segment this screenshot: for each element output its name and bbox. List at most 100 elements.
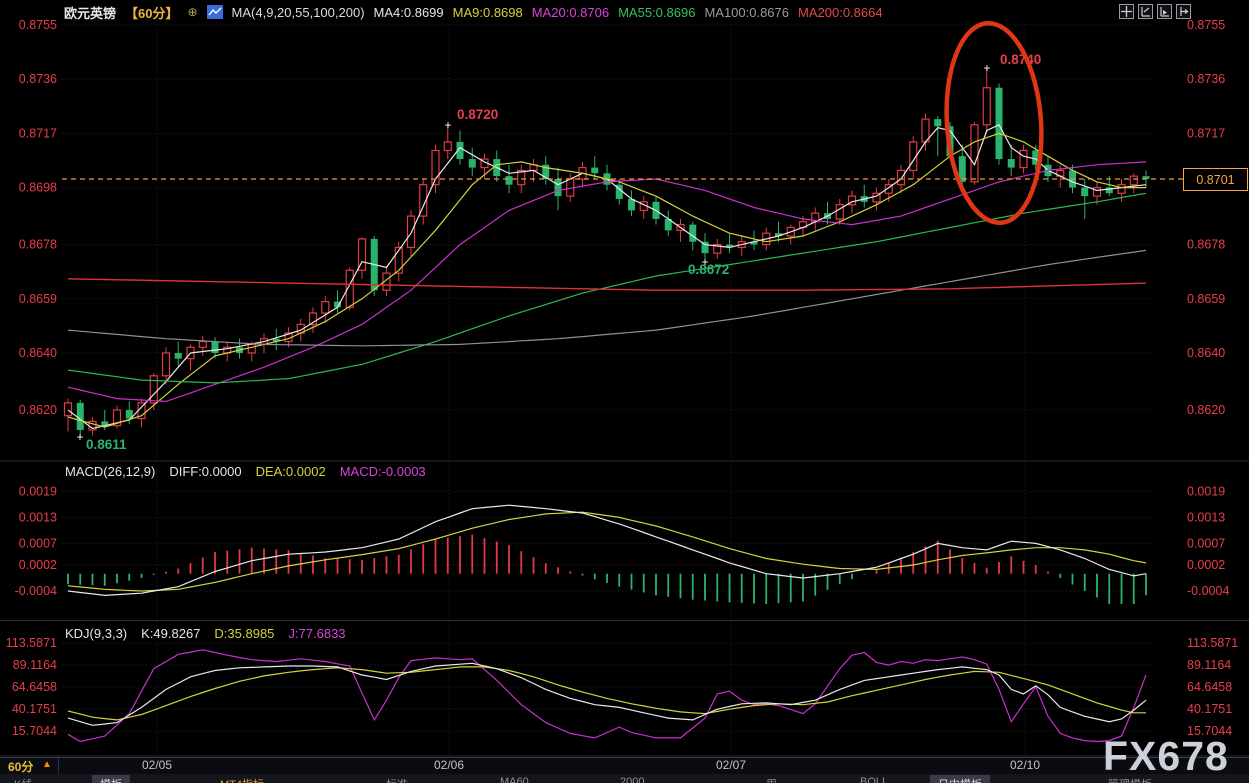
macd-panel-header: MACD(26,12,9) DIFF:0.0000 DEA:0.0002 MAC… [65,464,426,479]
macd-hist-value: MACD:-0.0003 [339,464,426,479]
candle-body [542,164,550,179]
kdj-k-line [67,662,1147,726]
axis-price-label: 113.5871 [1187,636,1238,650]
time-axis[interactable]: 60分 ▲ 02/05 02/06 02/07 02/10 [0,757,1249,775]
axis-price-label: 0.0007 [1187,536,1225,550]
candle-body [1032,150,1040,165]
axis-price-label: 0.8659 [19,292,57,306]
macd-diff-value: DIFF:0.0000 [169,464,242,479]
kdj-d-line [67,666,1146,721]
axis-price-label: 0.8620 [19,403,57,417]
toolbar-item[interactable]: 模板 [92,775,130,783]
candle-body [101,421,109,426]
axis-price-label: 113.5871 [6,636,57,650]
kdj-panel-header: KDJ(9,3,3) K:49.8267 D:35.8985 J:77.6833 [65,626,346,641]
candle-body [726,244,733,248]
candle-body [1092,186,1102,197]
axis-price-label: 0.0013 [1187,510,1225,524]
axis-price-label: 64.6458 [1187,680,1232,694]
candle-body [995,87,1003,160]
axis-zoom-icon[interactable] [1138,4,1153,19]
extreme-marker: + [701,255,708,269]
candle-body [982,87,991,126]
axis-price-label: 0.8736 [1187,72,1225,86]
axis-price-label: 64.6458 [12,680,57,694]
toolbar-item[interactable]: BOLL [860,776,889,783]
candle-body [554,178,562,197]
candle-body [958,156,966,182]
ma-settings-label[interactable]: MA(4,9,20,55,100,200) [231,4,365,20]
axis-price-label: 0.8717 [1187,126,1225,140]
watermark: FX678 [1103,733,1229,779]
price-extreme-label: 0.8740 [1000,52,1041,67]
candle-body [125,409,133,419]
candle-body [934,119,942,127]
date-label: 02/06 [433,758,465,772]
price-extreme-label: 0.8720 [457,107,498,122]
macd-params-label[interactable]: MACD(26,12,9) [65,464,156,479]
toolbar-item[interactable]: 标准 [378,775,416,783]
candle-body [750,241,758,245]
period-badge[interactable]: 60分 [8,760,34,774]
period-arrow-icon[interactable]: ▲ [42,759,52,770]
toolbar-item[interactable]: K线 [6,775,40,783]
extreme-marker: + [76,430,83,444]
candle-body [1117,184,1126,194]
price-extreme-label: 0.8611 [86,437,127,452]
candle-body [443,141,452,152]
candle-body [174,352,182,359]
candle-body [198,340,207,348]
axis-price-label: 0.8640 [19,346,57,360]
axis-shift-icon[interactable] [1176,4,1191,19]
crosshair-icon[interactable] [1119,4,1134,19]
ma55-value: MA55:0.8696 [618,4,696,20]
symbol-name[interactable]: 欧元英镑 [64,5,117,21]
macd-diff-line [67,504,1147,597]
candle-body [112,409,122,427]
candle-body [382,272,391,291]
axis-price-label: 0.0007 [19,536,57,550]
period-selector[interactable]: 【60分】 [125,5,179,21]
toolbar-item[interactable]: 周 [758,775,785,783]
candle-body [775,233,782,237]
ma100-value: MA100:0.8676 [704,4,790,20]
kdj-params-label[interactable]: KDJ(9,3,3) [65,626,128,641]
macd-dea-line [67,511,1147,592]
axis-price-label: 0.8755 [19,18,57,32]
axis-price-label: 0.0019 [1187,484,1225,498]
axis-price-label: 89.1164 [13,658,57,672]
axis-price-label: 0.8755 [1187,18,1225,32]
axis-pan-icon[interactable] [1157,4,1172,19]
candle-body [1019,149,1028,169]
axis-price-label: 0.8620 [1187,403,1225,417]
axis-price-label: 0.0002 [19,558,57,572]
extreme-marker: + [983,61,990,75]
add-indicator-icon[interactable]: ⊕ [187,5,198,19]
candle-body [321,301,330,314]
candle-body [835,204,844,220]
extreme-marker: + [444,118,451,132]
chart-type-icon[interactable] [206,5,223,19]
candle-body [334,301,341,308]
kdj-d-value: D:35.8985 [214,626,275,641]
toolbar-item[interactable]: 日内模板 [930,775,990,783]
current-price-value: 0.8701 [1196,172,1235,187]
ma100-line [67,249,1147,347]
toolbar-item[interactable]: 管理模板 [1100,775,1160,783]
candle-body [468,159,476,168]
time-axis-divider [58,758,59,774]
bottom-toolbar: K线 模板 MT4指标 标准 MA60 2000 周 BOLL 日内模板 管理模板 [0,774,1249,783]
candle-body [357,238,367,271]
candle-body [76,402,84,430]
kdj-j-value: J:77.6833 [288,626,346,641]
axis-price-label: 0.8640 [1187,346,1225,360]
toolbar-item[interactable]: MT4指标 [212,775,272,783]
toolbar-item[interactable]: 2000 [620,776,645,783]
toolbar-item[interactable]: MA60 [500,776,529,783]
axis-price-label: -0.0004 [15,584,57,598]
candle-body [161,352,171,377]
candle-body [149,375,158,404]
axis-price-label: 0.8678 [19,238,57,252]
candle-body [211,341,219,353]
